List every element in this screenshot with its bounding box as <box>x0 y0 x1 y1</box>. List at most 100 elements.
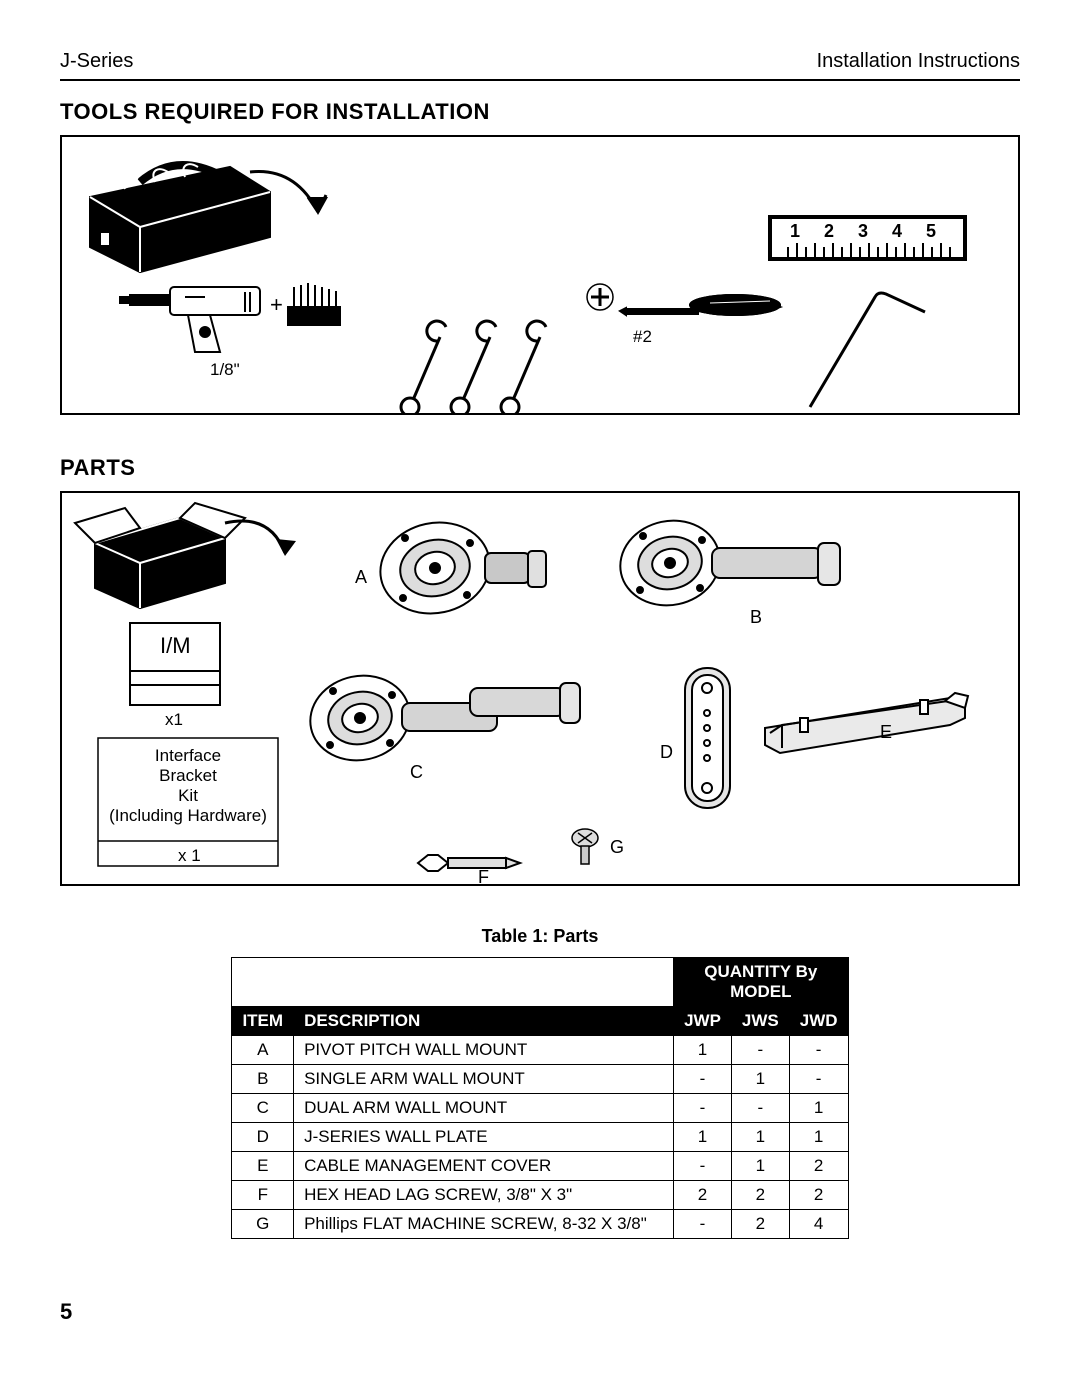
table-row: DJ-SERIES WALL PLATE111 <box>232 1123 848 1152</box>
ruler-mark-4: 4 <box>892 221 902 241</box>
phillips-plus-icon <box>587 284 613 310</box>
cell-qty: 2 <box>789 1181 848 1210</box>
bracket-kit-qty: x 1 <box>178 846 201 865</box>
table-row: BSINGLE ARM WALL MOUNT-1- <box>232 1065 848 1094</box>
ruler-mark-3: 3 <box>858 221 868 241</box>
table-blank-header <box>232 958 674 1007</box>
plus-icon: + <box>270 292 283 317</box>
qty-header-line2: MODEL <box>730 982 791 1001</box>
toolbox-icon <box>90 164 270 272</box>
ruler-mark-1: 1 <box>790 221 800 241</box>
cell-qty: 1 <box>731 1152 789 1181</box>
screwdriver-size-label: #2 <box>633 327 652 346</box>
cell-qty: - <box>789 1065 848 1094</box>
part-a-icon <box>372 513 546 624</box>
ruler-icon: 1 2 3 4 5 <box>770 217 965 259</box>
table-row: APIVOT PITCH WALL MOUNT1-- <box>232 1036 848 1065</box>
table-qty-header: QUANTITY By MODEL <box>674 958 848 1007</box>
part-f-label: F <box>478 867 489 884</box>
cell-qty: - <box>731 1094 789 1123</box>
part-c-label: C <box>410 762 423 782</box>
header-series: J-Series <box>60 50 133 73</box>
col-model-2: JWD <box>789 1007 848 1036</box>
cell-item: D <box>232 1123 294 1152</box>
bracket-kit-line4: (Including Hardware) <box>109 806 267 825</box>
part-d-icon <box>685 668 730 808</box>
cell-desc: Phillips FLAT MACHINE SCREW, 8-32 X 3/8" <box>294 1210 674 1239</box>
cell-qty: 2 <box>731 1210 789 1239</box>
header-rule <box>60 79 1020 81</box>
cell-qty: 2 <box>674 1181 732 1210</box>
page-header: J-Series Installation Instructions <box>60 50 1020 73</box>
cell-qty: 1 <box>731 1123 789 1152</box>
cell-qty: 1 <box>789 1094 848 1123</box>
part-g-icon <box>572 829 598 864</box>
cell-qty: 1 <box>731 1065 789 1094</box>
cell-qty: 1 <box>789 1123 848 1152</box>
cell-item: E <box>232 1152 294 1181</box>
parts-section-title: PARTS <box>60 455 1020 481</box>
table-caption: Table 1: Parts <box>60 926 1020 947</box>
cell-item: A <box>232 1036 294 1065</box>
cell-item: B <box>232 1065 294 1094</box>
cell-desc: HEX HEAD LAG SCREW, 3/8" X 3" <box>294 1181 674 1210</box>
table-header-row-1: QUANTITY By MODEL <box>232 958 848 1007</box>
cell-desc: CABLE MANAGEMENT COVER <box>294 1152 674 1181</box>
col-item-header: ITEM <box>232 1007 294 1036</box>
table-row: CDUAL ARM WALL MOUNT--1 <box>232 1094 848 1123</box>
cell-qty: 2 <box>789 1152 848 1181</box>
bracket-kit-line3: Kit <box>178 786 198 805</box>
part-f-icon <box>418 855 520 871</box>
drill-icon <box>120 287 260 352</box>
cell-qty: 4 <box>789 1210 848 1239</box>
parts-svg: I/M x1 Interface Bracket Kit (Including … <box>62 493 1018 884</box>
open-box-icon <box>75 503 245 608</box>
bracket-kit-line1: Interface <box>155 746 221 765</box>
screwdriver-icon <box>620 295 780 315</box>
part-e-label: E <box>880 722 892 742</box>
page-number: 5 <box>60 1299 1020 1325</box>
drill-bits-icon <box>288 283 340 325</box>
part-g-label: G <box>610 837 624 857</box>
cell-desc: SINGLE ARM WALL MOUNT <box>294 1065 674 1094</box>
table-row: FHEX HEAD LAG SCREW, 3/8" X 3"222 <box>232 1181 848 1210</box>
cell-qty: 1 <box>674 1123 732 1152</box>
cell-qty: - <box>674 1152 732 1181</box>
cell-item: F <box>232 1181 294 1210</box>
col-model-0: JWP <box>674 1007 732 1036</box>
ruler-mark-2: 2 <box>824 221 834 241</box>
part-b-label: B <box>750 607 762 627</box>
table-row: GPhillips FLAT MACHINE SCREW, 8-32 X 3/8… <box>232 1210 848 1239</box>
cell-qty: 2 <box>731 1181 789 1210</box>
page: J-Series Installation Instructions TOOLS… <box>0 0 1080 1365</box>
im-qty-label: x1 <box>165 710 183 729</box>
bracket-kit-line2: Bracket <box>159 766 217 785</box>
part-b-icon <box>612 512 840 615</box>
cell-qty: - <box>674 1210 732 1239</box>
table-header-row-2: ITEM DESCRIPTION JWP JWS JWD <box>232 1007 848 1036</box>
cell-qty: 1 <box>674 1036 732 1065</box>
cell-qty: - <box>674 1094 732 1123</box>
cell-desc: PIVOT PITCH WALL MOUNT <box>294 1036 674 1065</box>
tools-svg: + 1/8" <box>62 137 1018 413</box>
table-row: ECABLE MANAGEMENT COVER-12 <box>232 1152 848 1181</box>
im-label: I/M <box>160 633 191 658</box>
tools-section-title: TOOLS REQUIRED FOR INSTALLATION <box>60 99 1020 125</box>
cell-item: C <box>232 1094 294 1123</box>
cell-qty: - <box>789 1036 848 1065</box>
wrenches-icon <box>401 321 546 413</box>
cell-qty: - <box>731 1036 789 1065</box>
part-c-icon <box>302 667 580 770</box>
drill-size-label: 1/8" <box>210 360 240 379</box>
allen-key-icon <box>810 293 925 407</box>
col-desc-header: DESCRIPTION <box>294 1007 674 1036</box>
tools-box: + 1/8" <box>60 135 1020 415</box>
cell-qty: - <box>674 1065 732 1094</box>
part-a-label: A <box>355 567 367 587</box>
cell-item: G <box>232 1210 294 1239</box>
cell-desc: DUAL ARM WALL MOUNT <box>294 1094 674 1123</box>
part-d-label: D <box>660 742 673 762</box>
cell-desc: J-SERIES WALL PLATE <box>294 1123 674 1152</box>
parts-box: I/M x1 Interface Bracket Kit (Including … <box>60 491 1020 886</box>
col-model-1: JWS <box>731 1007 789 1036</box>
